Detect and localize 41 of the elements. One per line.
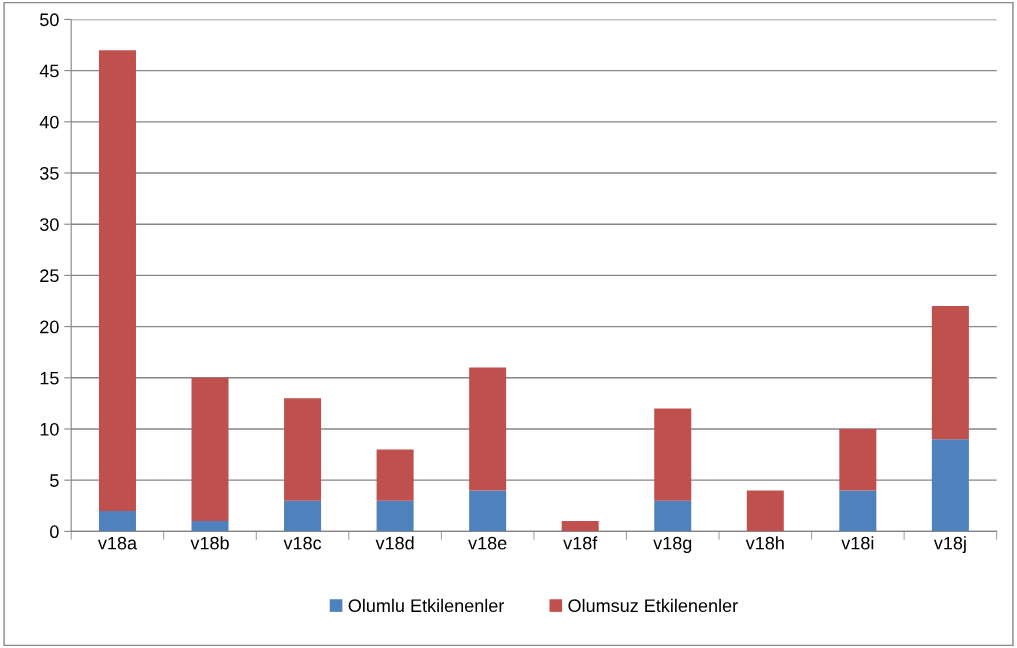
y-tick-label: 50 [40, 13, 59, 27]
y-tick-label: 25 [40, 269, 59, 283]
y-tick-label: 30 [39, 218, 59, 231]
bar [561, 521, 599, 532]
x-tick-label: v18h [745, 536, 784, 550]
y-tick-label: 15 [40, 371, 59, 385]
x-tick-label: v18b [190, 536, 229, 550]
bar [469, 490, 507, 532]
legend-label: Olumsuz Etkilenenler [568, 598, 738, 613]
y-tick-label: 40 [39, 115, 59, 129]
bar [98, 510, 136, 532]
bar [98, 50, 136, 511]
x-tick-label: v18d [375, 536, 414, 550]
bar [839, 490, 877, 532]
y-tick-label: 45 [39, 64, 59, 78]
bar [284, 398, 322, 501]
y-tick-label: 10 [40, 422, 59, 436]
bar [931, 306, 969, 440]
bar [746, 490, 784, 532]
bar [376, 500, 414, 532]
y-tick-label: 5 [50, 474, 59, 487]
bar [469, 367, 507, 491]
x-tick-label: v18j [933, 536, 966, 554]
bar [931, 439, 969, 532]
bar [376, 449, 414, 501]
x-tick-label: v18g [653, 536, 692, 554]
x-tick-label: v18i [841, 536, 874, 550]
x-tick-label: v18f [563, 536, 598, 550]
y-tick-label: 20 [40, 320, 59, 334]
x-tick-label: v18c [283, 536, 322, 550]
legend-label: Olumlu Etkilenenler [348, 598, 505, 613]
bar [839, 428, 877, 491]
bar [654, 408, 692, 501]
y-tick-label: 0 [50, 525, 59, 539]
y-tick-label: 35 [39, 166, 59, 180]
bar [191, 377, 229, 522]
x-tick-label: v18e [468, 536, 507, 550]
bar [284, 500, 322, 532]
x-tick-label: v18a [97, 536, 138, 550]
bar [654, 500, 692, 532]
bar [191, 521, 229, 532]
